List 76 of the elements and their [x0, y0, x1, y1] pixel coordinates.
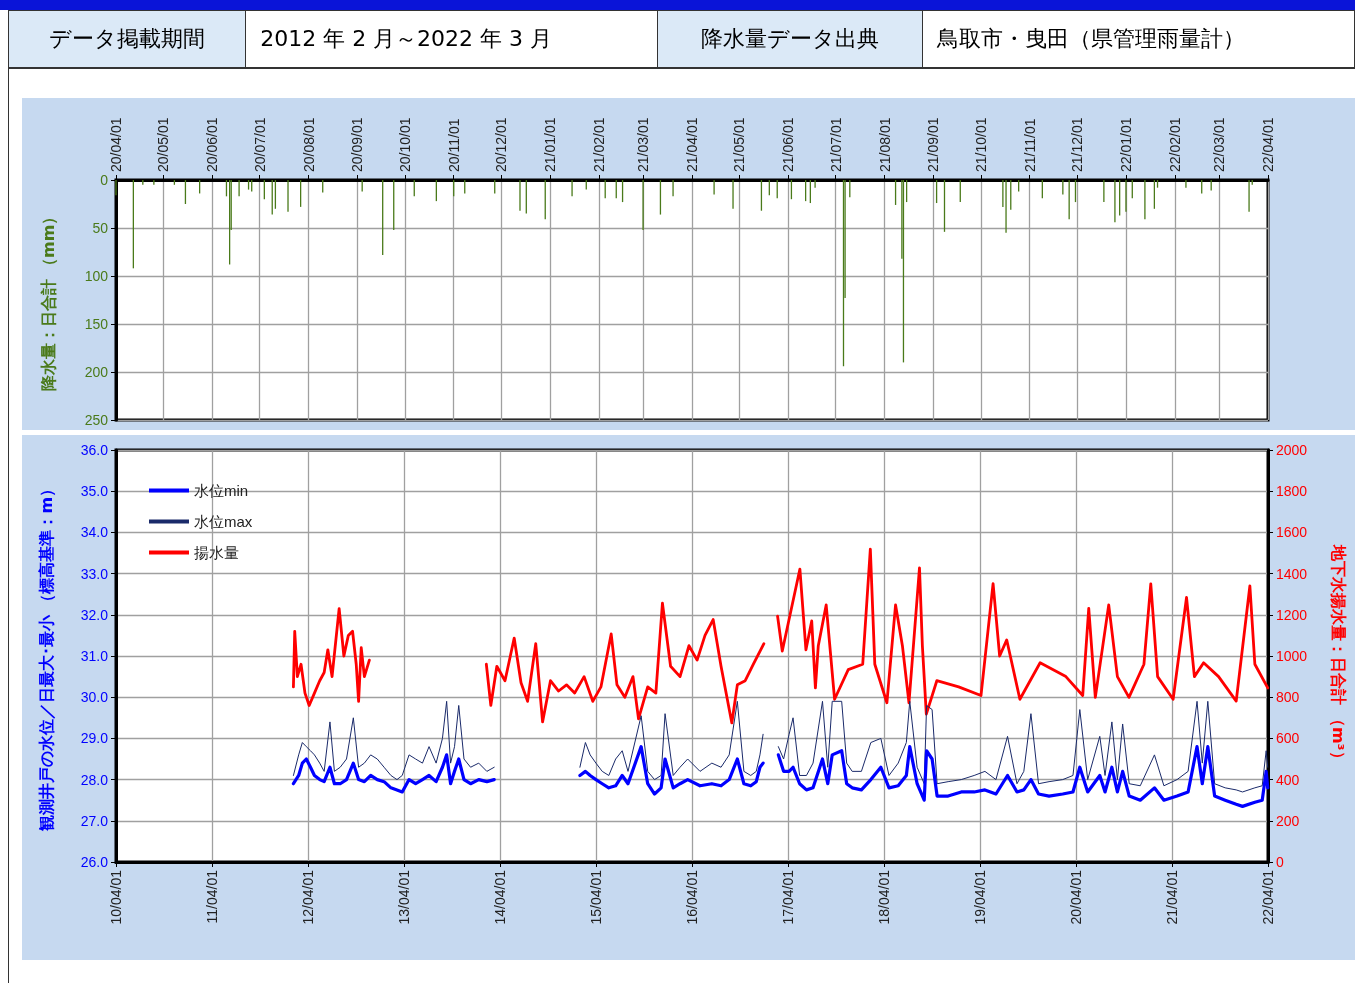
y-axis-title: 降水量：日合計 （mm） [38, 208, 58, 392]
x-tick-label: 20/06/01 [204, 117, 221, 172]
x-tick-label: 20/10/01 [396, 117, 413, 172]
x-tick-label: 10/04/01 [108, 869, 124, 925]
x-tick-label: 19/04/01 [971, 869, 988, 925]
x-tick-label: 21/11/01 [1021, 118, 1038, 172]
y-tick-label: 34.0 [80, 524, 109, 541]
x-tick-label: 21/09/01 [925, 117, 942, 172]
x-tick-label: 20/07/01 [251, 117, 268, 172]
y2-tick-label: 800 [1276, 689, 1300, 706]
x-tick-label: 21/07/01 [827, 117, 844, 172]
x-tick-label: 21/04/01 [1164, 869, 1181, 925]
y-tick-label: 26.0 [80, 854, 109, 870]
y-tick-label: 36.0 [80, 442, 109, 458]
y2-tick-label: 1400 [1276, 565, 1308, 582]
y-axis-title: 観測井戸の水位／日最大･最小 （標高基準：m） [36, 480, 56, 833]
y2-tick-label: 1600 [1276, 524, 1308, 541]
y2-axis-title: 地下水揚水量：日合計 （m³） [1328, 544, 1348, 767]
y-tick-label: 30.0 [80, 689, 109, 706]
y-tick-label: 35.0 [80, 483, 109, 500]
legend-label: 揚水量 [194, 544, 239, 561]
x-tick-label: 21/02/01 [590, 117, 607, 172]
x-tick-label: 21/06/01 [780, 117, 797, 172]
text: データ掲載期間 [8, 10, 246, 68]
y-tick-label: 31.0 [80, 648, 109, 664]
x-tick-label: 21/03/01 [635, 117, 652, 172]
x-tick-label: 12/04/01 [300, 869, 317, 925]
x-tick-label: 21/08/01 [876, 117, 893, 172]
y-tick-label: 28.0 [80, 771, 109, 788]
x-tick-label: 16/04/01 [684, 869, 701, 925]
x-tick-label: 20/05/01 [155, 117, 172, 172]
legend-label: 水位max [194, 513, 253, 530]
x-tick-label: 22/03/01 [1211, 117, 1228, 172]
x-tick-label: 20/09/01 [349, 117, 366, 172]
x-tick-label: 22/02/01 [1166, 117, 1183, 172]
x-tick-label: 22/04/01 [1260, 869, 1276, 925]
x-tick-label: 21/10/01 [972, 117, 989, 172]
x-tick-label: 17/04/01 [780, 869, 797, 925]
legend-label: 水位min [194, 482, 249, 499]
x-tick-label: 13/04/01 [396, 869, 413, 925]
y-tick-label: 27.0 [80, 812, 109, 829]
x-tick-label: 22/01/01 [1117, 117, 1134, 172]
x-tick-label: 14/04/01 [492, 869, 508, 925]
x-tick-label: 18/04/01 [876, 869, 892, 925]
x-tick-label: 21/01/01 [541, 117, 558, 172]
x-tick-label: 21/05/01 [731, 117, 748, 172]
x-tick-label: 11/04/01 [203, 869, 220, 924]
text: 降水量データ出典 [657, 10, 923, 68]
y-tick-label: 200 [84, 364, 109, 380]
text: 鳥取市・曳田（県管理雨量計） [922, 10, 1355, 68]
y-tick-label: 29.0 [80, 730, 109, 747]
text: 2012 年 2 月～2022 年 3 月 [245, 10, 658, 68]
y2-tick-label: 1800 [1276, 483, 1308, 500]
y-tick-label: 50 [92, 220, 109, 236]
y2-tick-label: 600 [1276, 730, 1300, 747]
y2-tick-label: 1200 [1276, 606, 1308, 623]
x-tick-label: 20/11/01 [445, 118, 462, 172]
y2-tick-label: 400 [1276, 771, 1300, 788]
y2-tick-label: 2000 [1276, 442, 1308, 458]
y-tick-label: 150 [84, 316, 109, 332]
y-tick-label: 0 [100, 172, 109, 188]
y-tick-label: 32.0 [80, 606, 109, 623]
x-tick-label: 20/08/01 [300, 117, 317, 172]
y-tick-label: 100 [84, 268, 109, 284]
x-tick-label: 21/04/01 [684, 117, 700, 172]
x-tick-label: 15/04/01 [587, 869, 604, 925]
y2-tick-label: 1000 [1276, 648, 1308, 664]
x-tick-label: 20/04/01 [108, 117, 124, 172]
y-tick-label: 33.0 [80, 565, 109, 582]
x-tick-label: 22/04/01 [1260, 117, 1276, 172]
x-tick-label: 21/12/01 [1069, 117, 1086, 172]
y2-tick-label: 0 [1276, 854, 1284, 870]
y2-tick-label: 200 [1276, 812, 1300, 829]
x-tick-label: 20/04/01 [1068, 869, 1085, 925]
x-tick-label: 20/12/01 [493, 117, 510, 172]
y-tick-label: 250 [84, 412, 109, 428]
